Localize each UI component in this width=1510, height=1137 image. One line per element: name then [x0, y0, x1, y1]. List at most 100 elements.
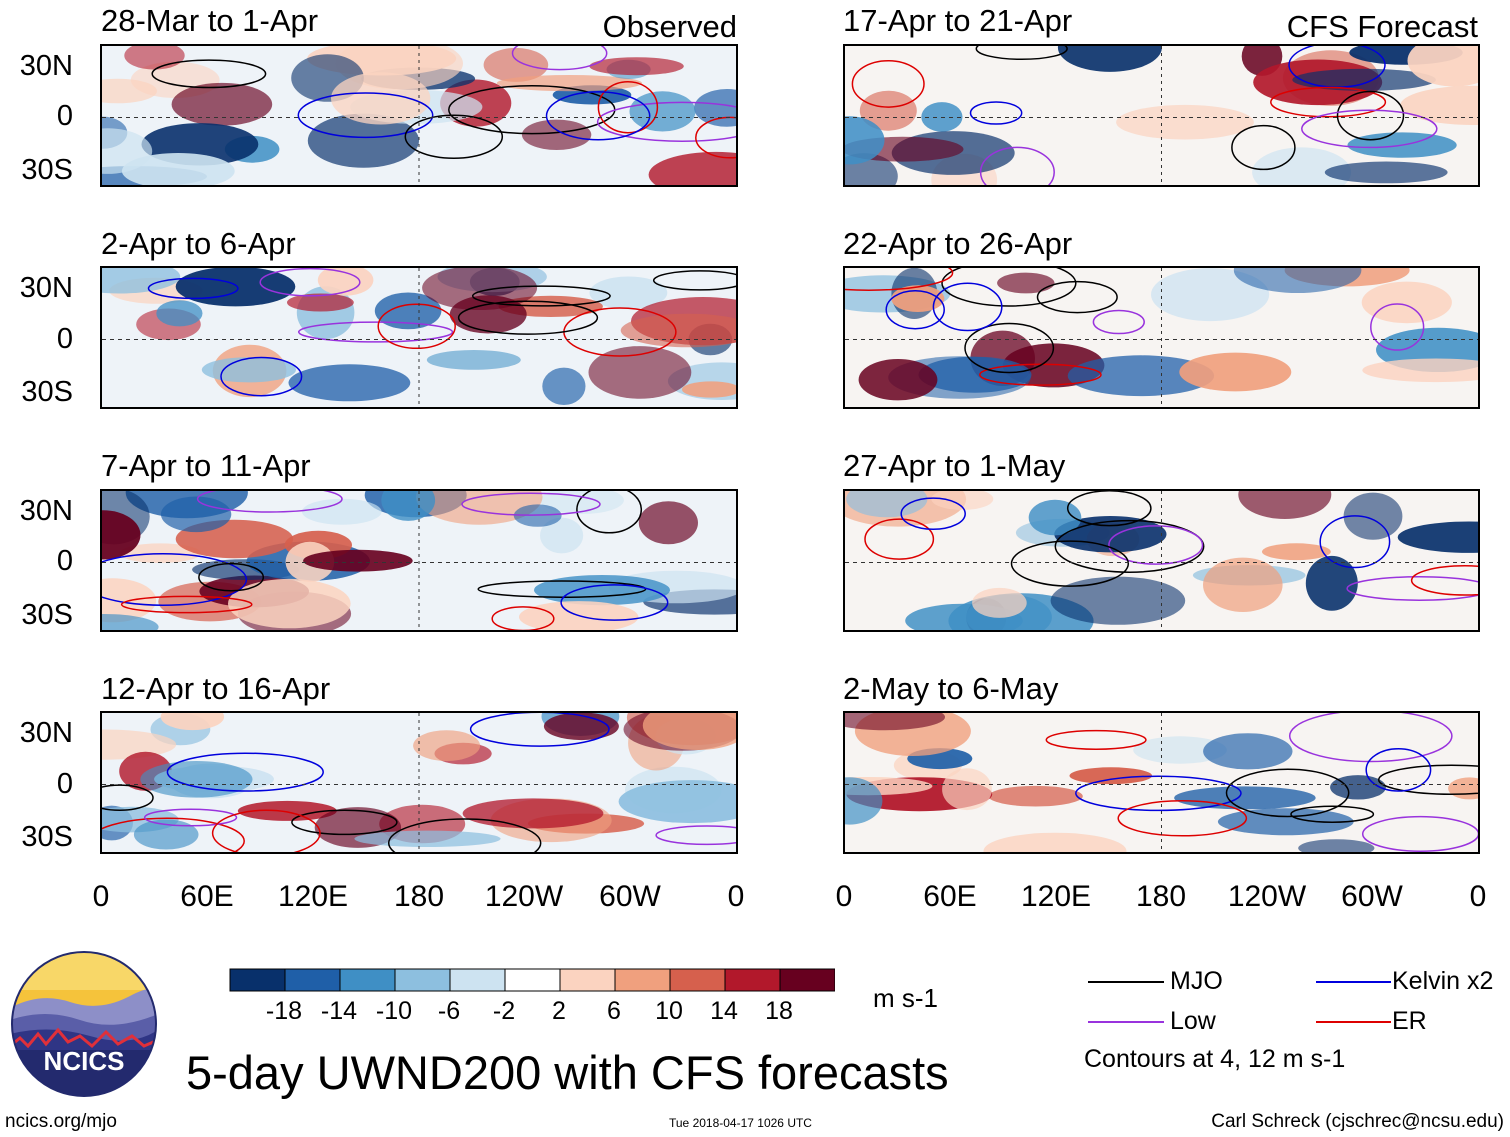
anomaly-shading	[160, 496, 232, 533]
colorbar-swatch	[559, 968, 616, 992]
colorbar-tick: -10	[375, 997, 413, 1025]
colorbar-swatch	[394, 968, 451, 992]
anomaly-shading	[102, 268, 181, 294]
anomaly-shading	[988, 785, 1083, 807]
anomaly-shading	[140, 761, 253, 798]
panel-forecast-2	[843, 266, 1480, 409]
anomaly-shading	[102, 510, 141, 560]
footer-url[interactable]: ncics.org/mjo	[5, 1111, 117, 1132]
colorbar-swatch	[614, 968, 671, 992]
anomaly-shading	[462, 798, 604, 829]
anomaly-shading	[1174, 786, 1316, 810]
filter-contour	[1270, 86, 1387, 118]
anomaly-shading	[1133, 736, 1227, 764]
anomaly-shading	[102, 78, 157, 104]
legend-label-low: Low	[1170, 1007, 1216, 1035]
lat-label: 0	[56, 323, 73, 355]
filter-contour	[469, 713, 610, 747]
filter-contour	[211, 809, 321, 852]
panel-forecast-4	[843, 711, 1480, 854]
anomaly-shading	[845, 116, 885, 165]
anomaly-shading	[1292, 68, 1436, 91]
anomaly-shading	[317, 268, 374, 296]
legend	[1088, 968, 1508, 1043]
filter-contour	[147, 277, 239, 300]
anomaly-shading	[1116, 104, 1254, 140]
filter-contour	[259, 268, 361, 297]
forecast-label: CFS Forecast	[1286, 9, 1478, 44]
anomaly-shading	[1305, 555, 1358, 611]
colorbar-tick: 2	[552, 997, 566, 1025]
panel-observed-4	[100, 711, 738, 854]
lat-label: 30S	[21, 599, 73, 631]
anomaly-shading	[374, 292, 442, 330]
ncics-logo: NCICS	[10, 950, 158, 1098]
filter-contour	[932, 282, 1003, 332]
anomaly-shading	[303, 549, 413, 572]
colorbar-tick: -2	[492, 997, 516, 1025]
colorbar-tick: -6	[437, 997, 461, 1025]
filter-contour	[1225, 768, 1350, 818]
filter-contour	[1410, 565, 1478, 596]
anomaly-shading	[540, 491, 624, 514]
anomaly-shading	[521, 119, 592, 150]
filter-contour	[151, 59, 267, 89]
colorbar-tick: 18	[765, 997, 793, 1025]
panel-title-7: 27-Apr to 1-May	[843, 448, 1066, 483]
filter-contour	[1108, 525, 1204, 565]
colorbar-swatch	[339, 968, 396, 992]
anomaly-shading	[972, 587, 1027, 618]
colorbar-swatch	[724, 968, 781, 992]
anomaly-shading	[638, 501, 699, 545]
anomaly-shading	[1067, 355, 1215, 397]
lon-label: 120E	[277, 880, 349, 913]
lon-label: 60W	[1341, 880, 1403, 913]
lon-label: 0	[727, 880, 745, 913]
filter-contour	[964, 322, 1055, 374]
anomaly-shading	[620, 313, 736, 348]
filter-contour	[291, 809, 398, 836]
anomaly-shading	[1262, 543, 1331, 561]
lon-label: 60E	[923, 880, 977, 913]
anomaly-shading	[307, 113, 419, 168]
anomaly-shading	[543, 713, 619, 741]
anomaly-shading	[1252, 147, 1352, 185]
anomaly-shading	[1050, 576, 1186, 625]
filter-contour	[143, 808, 238, 827]
colorbar-tick: -18	[265, 997, 303, 1025]
filter-contour	[511, 46, 608, 71]
filter-contour	[864, 518, 935, 560]
anomaly-shading	[1400, 85, 1478, 125]
filter-contour	[1288, 713, 1453, 763]
anomaly-shading	[1203, 733, 1293, 770]
anomaly-shading	[1233, 268, 1362, 293]
anomaly-shading	[1397, 521, 1478, 553]
panel-title-4: 12-Apr to 16-Apr	[101, 671, 331, 706]
filter-contour	[1092, 309, 1145, 335]
panel-observed-1	[100, 44, 738, 187]
colorbar-swatch	[229, 968, 286, 992]
panel-observed-2	[100, 266, 738, 409]
anomaly-shading	[302, 498, 382, 525]
lon-label: 120W	[484, 880, 564, 913]
main-title: 5-day UWND200 with CFS forecasts	[186, 1046, 949, 1099]
anomaly-shading	[381, 491, 436, 521]
anomaly-shading	[588, 346, 692, 399]
filter-contour	[652, 270, 736, 291]
lat-label: 30S	[21, 376, 73, 408]
anomaly-shading	[1069, 767, 1153, 785]
filter-contour	[1377, 764, 1478, 795]
contour-note: Contours at 4, 12 m s-1	[1084, 1045, 1346, 1073]
lon-label: 60E	[180, 880, 234, 913]
lat-label: 0	[56, 768, 73, 800]
anomaly-shading	[287, 293, 354, 312]
filter-contour	[655, 825, 736, 846]
filter-contour	[461, 492, 601, 516]
anomaly-shading	[589, 57, 684, 76]
filter-contour	[597, 80, 659, 134]
panel-title-2: 2-Apr to 6-Apr	[101, 226, 296, 261]
anomaly-shading	[618, 780, 736, 824]
anomaly-shading	[1362, 358, 1478, 383]
filter-contour	[545, 91, 651, 141]
anomaly-shading	[201, 357, 296, 383]
